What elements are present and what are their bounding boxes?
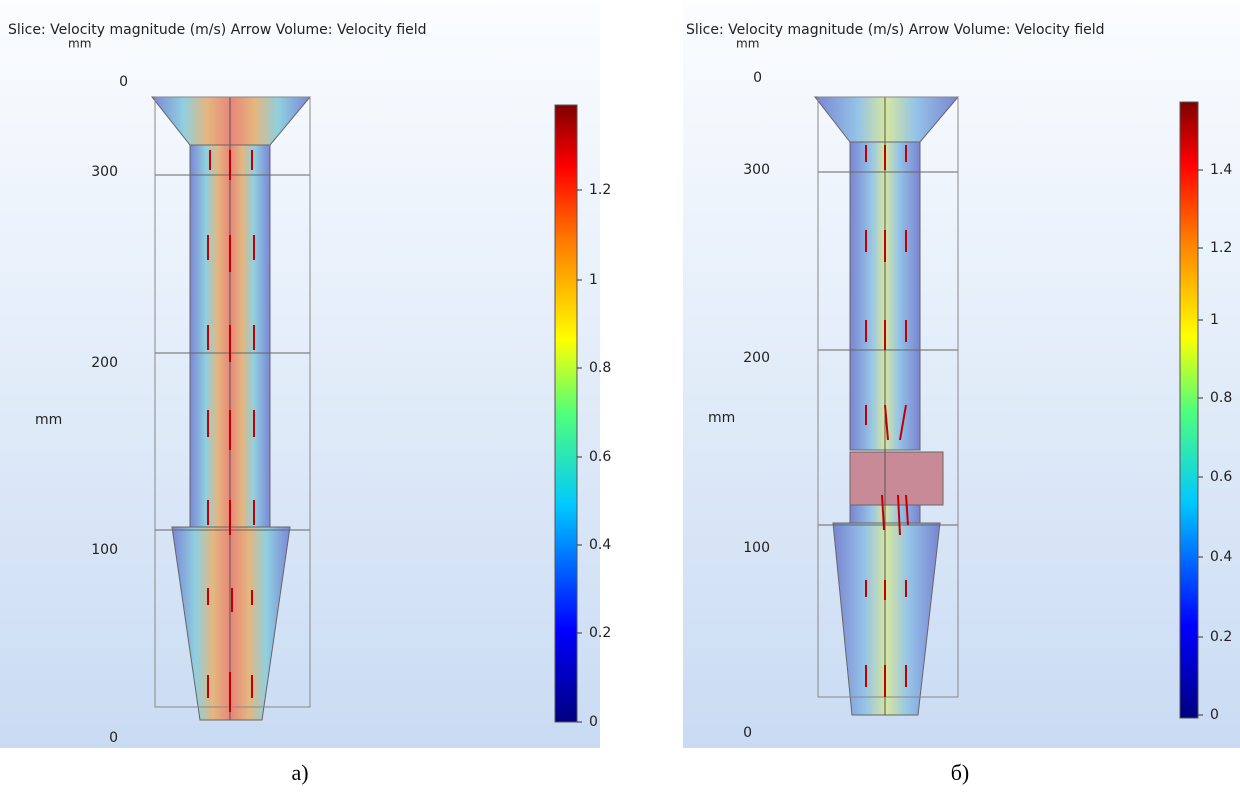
axis-label: mm: [708, 410, 735, 426]
geometry-b: [813, 96, 960, 716]
axis-unit: mm: [736, 37, 759, 51]
axis-tick-label: 100: [743, 540, 770, 556]
colorbar-tick-label: 1.2: [1210, 240, 1232, 256]
colorbar-tick-label: 0.8: [589, 360, 611, 376]
axis-tick-label: 200: [91, 355, 118, 371]
colorbar-tick-label: 0.8: [1210, 390, 1232, 406]
colorbar-tick-label: 0: [1210, 707, 1219, 723]
caption: а): [291, 760, 308, 785]
velocity-arrows: [207, 145, 909, 712]
colorbar-b: [1179, 101, 1199, 719]
colorbar-tick-label: 0.6: [1210, 469, 1232, 485]
colorbar-tick-label: 1: [1210, 312, 1219, 328]
axis-tick-label: 300: [743, 162, 770, 178]
axis-tick-label: 0: [753, 70, 762, 86]
colorbar-tick-label: 0.4: [589, 537, 611, 553]
axis-tick-label: 200: [743, 350, 770, 366]
axis-unit: mm: [68, 37, 91, 51]
colorbar-tick-label: 1.2: [589, 182, 611, 198]
colorbar-tick-label: 1: [589, 272, 598, 288]
colorbar-tick-label: 0: [589, 714, 598, 730]
colorbar-a: [554, 104, 578, 723]
colorbar-tick-label: 0.2: [1210, 629, 1232, 645]
caption: б): [951, 760, 970, 785]
axis-tick-label: 300: [91, 164, 118, 180]
axis-tick-label: 0: [743, 725, 752, 741]
axis-tick-label: 0: [119, 74, 128, 90]
panel-b-bg: [683, 0, 1240, 748]
axis-tick-label: 0: [109, 730, 118, 746]
axis-tick-label: 100: [91, 542, 118, 558]
colorbar-tick-label: 0.2: [589, 625, 611, 641]
panel-title: Slice: Velocity magnitude (m/s) Arrow Vo…: [686, 22, 1105, 38]
colorbar-tick-label: 0.6: [589, 449, 611, 465]
axis-label: mm: [35, 412, 62, 428]
colorbar-tick-label: 1.4: [1210, 162, 1232, 178]
panel-a-bg: [0, 0, 600, 748]
panel-title: Slice: Velocity magnitude (m/s) Arrow Vo…: [8, 22, 427, 38]
colorbar-tick-label: 0.4: [1210, 549, 1232, 565]
